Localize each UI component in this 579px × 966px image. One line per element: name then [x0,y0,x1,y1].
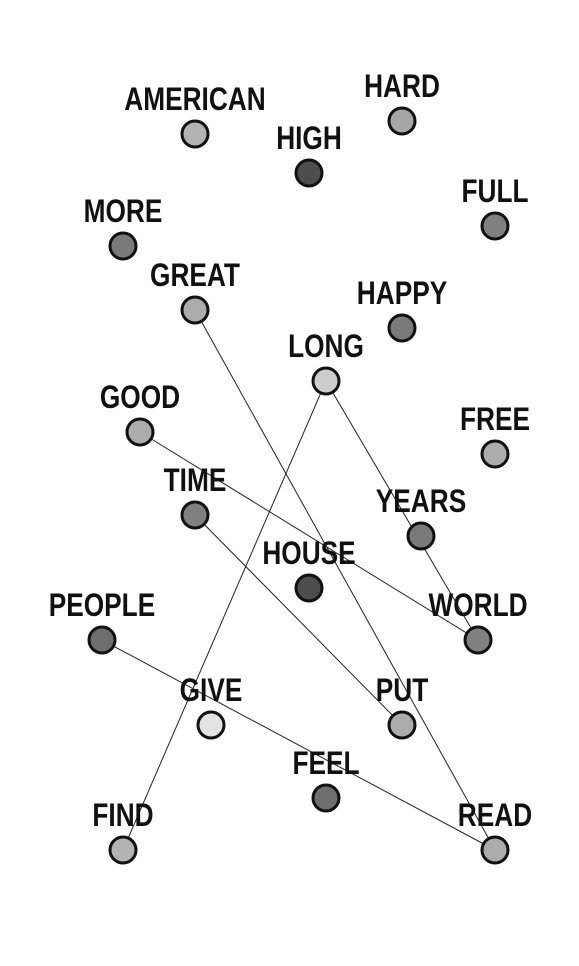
node-circle-feel [311,783,341,813]
node-circle-world [463,625,493,655]
node-circle-happy [387,313,417,343]
node-label-free: FREE [460,401,530,437]
node-circle-find [108,835,138,865]
node-circle-full [480,211,510,241]
edge-long-world [325,380,479,641]
node-label-give: GIVE [180,672,243,708]
node-feel: FEEL [292,745,360,813]
edge-time-put [194,514,403,726]
node-label-high: HIGH [276,120,342,156]
node-high: HIGH [276,120,342,188]
node-label-time: TIME [164,462,227,498]
node-free: FREE [460,401,530,469]
node-circle-american [180,119,210,149]
node-hard: HARD [364,68,440,136]
node-more: MORE [84,193,163,261]
node-layer: AMERICAN HARD HIGH FULL MORE GREAT HAPPY LONG GO… [49,68,532,865]
node-circle-hard [387,106,417,136]
node-label-find: FIND [92,797,153,833]
node-find: FIND [92,797,154,865]
node-label-happy: HAPPY [357,275,447,311]
node-circle-put [387,710,417,740]
node-label-years: YEARS [376,483,466,519]
node-house: HOUSE [262,535,356,603]
node-people: PEOPLE [49,587,155,655]
node-circle-more [108,231,138,261]
node-label-people: PEOPLE [49,587,155,623]
node-world: WORLD [428,587,528,655]
node-circle-people [87,625,117,655]
node-time: TIME [164,462,227,530]
node-label-put: PUT [376,672,429,708]
node-label-hard: HARD [364,68,440,104]
edge-good-world [139,431,479,641]
node-great: GREAT [150,257,240,325]
node-circle-time [180,500,210,530]
node-circle-read [480,835,510,865]
node-label-american: AMERICAN [124,81,265,117]
node-circle-house [294,573,324,603]
node-circle-good [125,417,155,447]
node-put: PUT [376,672,429,740]
node-circle-years [406,521,436,551]
node-long: LONG [288,328,364,396]
node-label-feel: FEEL [292,745,359,781]
node-good: GOOD [100,379,180,447]
edge-layer [101,309,496,851]
node-label-world: WORLD [428,587,527,623]
node-full: FULL [462,173,529,241]
node-label-house: HOUSE [262,535,355,571]
node-label-read: READ [458,797,532,833]
node-circle-great [180,295,210,325]
node-circle-free [480,439,510,469]
node-label-long: LONG [288,328,364,364]
node-happy: HAPPY [357,275,447,343]
node-label-full: FULL [462,173,529,209]
node-read: READ [458,797,532,865]
node-label-good: GOOD [100,379,180,415]
node-give: GIVE [180,672,243,740]
node-label-great: GREAT [150,257,240,293]
node-american: AMERICAN [124,81,266,149]
edge-people-read [101,639,496,851]
node-circle-give [196,710,226,740]
node-years: YEARS [376,483,466,551]
node-circle-long [311,366,341,396]
edge-great-read [194,309,496,851]
node-label-more: MORE [84,193,163,229]
node-circle-high [294,158,324,188]
edge-long-find [122,380,327,851]
